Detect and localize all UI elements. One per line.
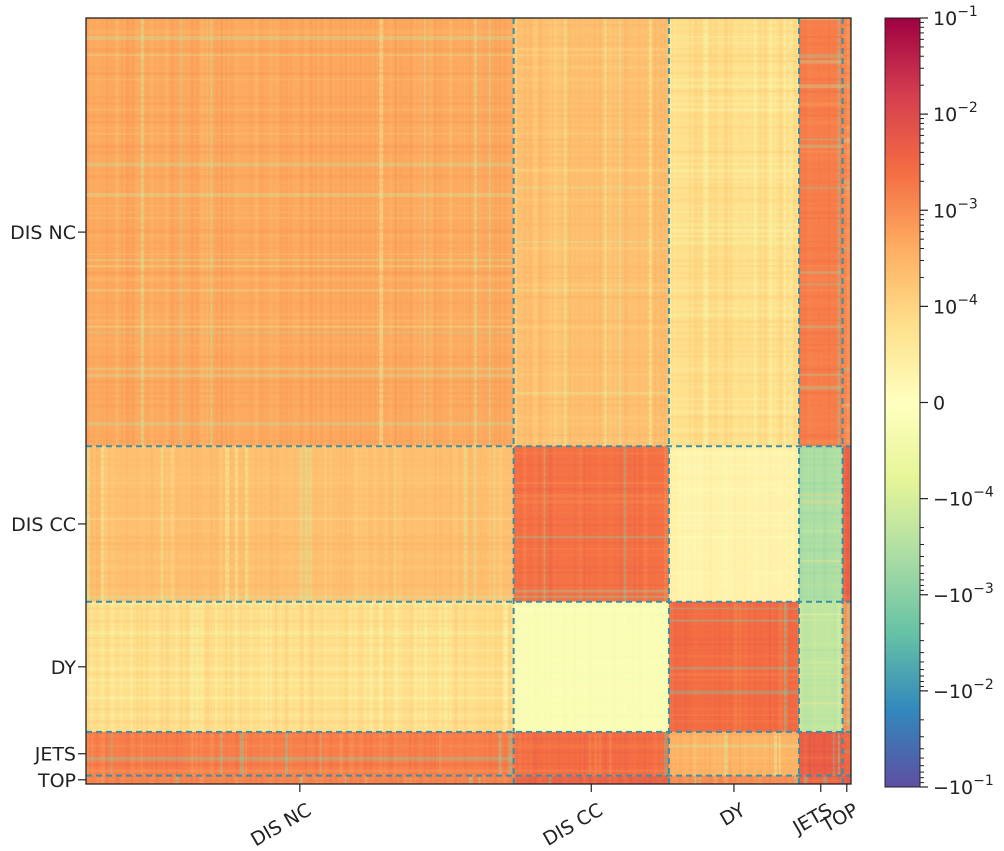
- x-tick-label: DY: [716, 799, 749, 831]
- cb-tick-label: 0: [933, 393, 945, 415]
- y-tick-label: DIS CC: [11, 514, 76, 536]
- y-tick-label: JETS: [34, 744, 76, 766]
- block-2-1: [513, 601, 669, 732]
- cb-tick-label: −10−2: [933, 677, 994, 703]
- cb-tick-label: 10−3: [933, 196, 978, 222]
- block-1-3: [798, 446, 843, 602]
- block-0-3: [798, 18, 843, 447]
- y-tick-label: DY: [51, 657, 77, 679]
- block-4-4: [842, 775, 851, 784]
- block-3-4: [842, 731, 851, 776]
- colorbar: [884, 17, 921, 788]
- block-0-4: [842, 18, 851, 447]
- cb-tick-label: 10−4: [933, 292, 978, 318]
- colorbar-minor-ticks: [920, 21, 924, 784]
- block-1-1: [513, 446, 669, 602]
- y-axis: DIS NC DIS CC DY JETS TOP: [10, 222, 86, 792]
- block-1-4: [842, 446, 851, 602]
- block-2-0: [86, 601, 514, 732]
- block-0-2: [668, 18, 799, 447]
- block-3-0: [86, 731, 514, 776]
- heatmap-texture: [86, 18, 851, 784]
- block-2-3: [798, 601, 843, 732]
- block-1-2: [668, 446, 799, 602]
- block-3-2: [668, 731, 799, 776]
- y-tick-label: TOP: [37, 770, 76, 792]
- block-2-2: [668, 601, 799, 732]
- block-0-0: [86, 18, 514, 447]
- block-3-1: [513, 731, 669, 776]
- block-1-0: [86, 446, 514, 602]
- cb-tick-label: −10−4: [933, 485, 994, 511]
- heatmap-cells: [86, 18, 851, 784]
- x-tick-label: DIS NC: [247, 799, 315, 851]
- group-boundaries: [86, 18, 851, 784]
- cb-tick-label: 10−1: [933, 4, 978, 30]
- cb-tick-label: −10−3: [933, 581, 994, 607]
- block-0-1: [513, 18, 669, 447]
- cb-tick-label: 10−2: [933, 100, 978, 126]
- block-4-0: [86, 775, 514, 784]
- block-3-3: [798, 731, 843, 776]
- block-4-3: [798, 775, 843, 784]
- y-tick-label: DIS NC: [10, 222, 76, 244]
- x-tick-label: DIS CC: [539, 799, 606, 850]
- block-4-2: [668, 775, 799, 784]
- block-4-1: [513, 775, 669, 784]
- cb-tick-label: −10−1: [933, 773, 994, 799]
- colorbar-ticks: 10−1 10−2 10−3 10−4 0 −10−4 −10−3 −10−2 −10−1: [920, 4, 994, 799]
- block-2-4: [842, 601, 851, 732]
- plot-frame: [85, 17, 852, 785]
